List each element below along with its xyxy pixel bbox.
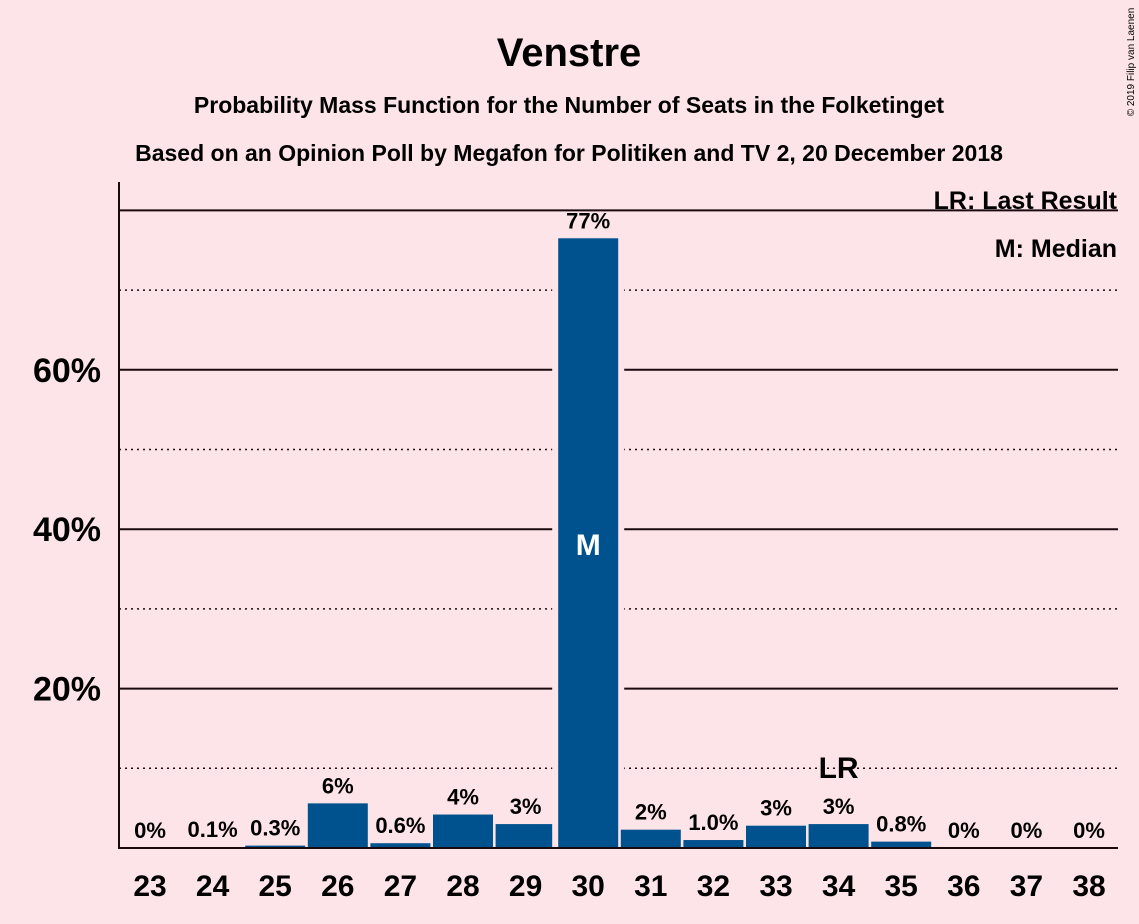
bar-value-label: 0% xyxy=(948,818,980,843)
bar-value-label: 4% xyxy=(447,785,479,810)
bar xyxy=(558,238,619,849)
y-tick-label: 20% xyxy=(33,671,101,709)
y-tick-label: 40% xyxy=(33,511,101,549)
x-tick-label: 32 xyxy=(697,870,730,903)
bar xyxy=(871,841,932,848)
axes: 20% 40% 60% 23 24 25 26 27 28 29 30 31 32 33 34 35 36 37 3… xyxy=(33,182,1118,903)
x-tick-label: 26 xyxy=(321,870,354,903)
bar-value-label: 77% xyxy=(566,208,610,233)
bar-value-label: 3% xyxy=(510,794,542,819)
x-tick-label: 27 xyxy=(384,870,417,903)
bar-value-label: 0.6% xyxy=(375,813,425,838)
bar xyxy=(683,840,744,848)
median-marker: M xyxy=(576,529,601,562)
x-tick-label: 38 xyxy=(1072,870,1105,903)
bar-value-label: 3% xyxy=(823,794,855,819)
bar-value-label: 0.3% xyxy=(250,816,300,841)
bar xyxy=(433,814,493,848)
x-tick-label: 36 xyxy=(947,870,980,903)
bar xyxy=(746,825,806,848)
chart-title: Venstre xyxy=(497,31,642,75)
bar xyxy=(808,824,869,848)
bar xyxy=(620,829,681,848)
x-tick-label: 29 xyxy=(509,870,542,903)
x-tick-label: 30 xyxy=(572,870,605,903)
x-tick-label: 34 xyxy=(822,870,856,903)
x-tick-label: 24 xyxy=(196,870,230,903)
bar-value-label: 3% xyxy=(760,796,792,821)
bar-value-label: 1.0% xyxy=(688,810,738,835)
bars: 0% 0.1% 0.3% 6% 0.6% 4% 3% 77% M 2% 1.0% 3% 3% LR 0.8%… xyxy=(134,208,1105,849)
bar-value-label: 0.1% xyxy=(188,817,238,842)
x-tick-label: 33 xyxy=(759,870,792,903)
bar-value-label: 0.8% xyxy=(876,812,926,837)
x-tick-label: 28 xyxy=(446,870,479,903)
legend-median: M: Median xyxy=(995,235,1117,263)
bar xyxy=(245,845,306,848)
x-tick-label: 35 xyxy=(885,870,918,903)
x-tick-label: 37 xyxy=(1010,870,1043,903)
y-tick-label: 60% xyxy=(33,352,101,390)
x-tick-label: 23 xyxy=(133,870,166,903)
bar-value-label: 0% xyxy=(134,818,166,843)
chart-subtitle-2: Based on an Opinion Poll by Megafon for … xyxy=(135,140,1003,166)
bar xyxy=(307,803,368,848)
legend-last-result: LR: Last Result xyxy=(934,187,1118,215)
bar-value-label: 0% xyxy=(1011,818,1043,843)
chart-subtitle: Probability Mass Function for the Number… xyxy=(194,92,944,118)
bar-value-label: 2% xyxy=(635,800,667,825)
bar-value-label: 6% xyxy=(322,773,354,798)
bar xyxy=(495,824,556,848)
x-tick-label: 25 xyxy=(259,870,292,903)
bar-value-label: 0% xyxy=(1073,818,1105,843)
copyright-text: © 2019 Filip van Laenen xyxy=(1126,8,1137,117)
bar xyxy=(370,843,431,848)
last-result-marker: LR xyxy=(819,752,859,785)
x-tick-label: 31 xyxy=(634,870,667,903)
